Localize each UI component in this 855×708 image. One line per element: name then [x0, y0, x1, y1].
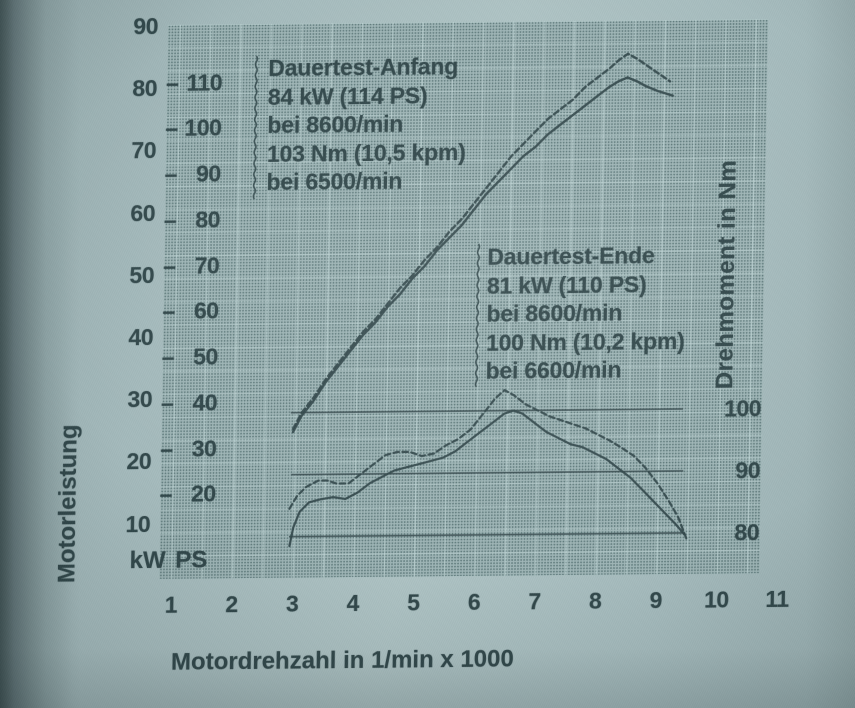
- curve-power-ende: [291, 76, 675, 434]
- rpm-tick-label: 5: [406, 589, 420, 616]
- rpm-tick-label: 7: [528, 588, 541, 615]
- left-axis-title: Motorleistung: [53, 424, 83, 584]
- ps-tick-dash: –: [160, 435, 173, 462]
- ps-tick-value: 20: [190, 480, 216, 507]
- curve-torque-anfang: [288, 389, 689, 542]
- rpm-tick-label: 3: [285, 590, 299, 617]
- reference-line-90-nm: [291, 470, 684, 476]
- annotation-line: 81 kW (110 PS): [486, 270, 647, 299]
- rpm-tick-label: 2: [225, 591, 238, 618]
- annotation-line: bei 6500/min: [266, 168, 403, 196]
- ps-tick-dash: –: [159, 481, 173, 508]
- rpm-tick-label: 1: [164, 591, 178, 618]
- page-edge-shadow: [0, 0, 72, 708]
- annotation-line: bei 8600/min: [486, 299, 623, 328]
- ps-tick-value: 60: [193, 297, 219, 324]
- ps-tick-label: –100: [165, 114, 221, 143]
- annotation-line: 84 kW (114 PS): [267, 82, 428, 110]
- reference-line-80-nm: [288, 532, 685, 538]
- right-axis-title: Drehmoment in Nm: [711, 159, 742, 390]
- left-axis-units: kW PS: [129, 546, 208, 575]
- ps-tick-dash: –: [164, 160, 178, 187]
- annotation-dauertest-anfang: Dauertest-Anfang 84 kW (114 PS) bei 8600…: [266, 52, 467, 197]
- brace-ende: [474, 243, 481, 388]
- kw-tick-label: 70: [131, 137, 157, 164]
- rpm-tick-label: 8: [588, 587, 602, 614]
- rpm-tick-label: 6: [467, 588, 481, 615]
- ps-tick-dash: –: [161, 343, 175, 370]
- kw-tick-label: 20: [126, 448, 152, 475]
- annotation-line: bei 6600/min: [485, 356, 622, 385]
- x-axis-title: Motordrehzahl in 1/min x 1000: [170, 645, 515, 676]
- ps-tick-value: 30: [191, 434, 217, 462]
- brace-anfang: [252, 55, 259, 200]
- nm-tick-label: 80: [734, 519, 760, 546]
- annotation-line: 103 Nm (10,5 kpm): [266, 138, 466, 167]
- annotation-line: Dauertest-Anfang: [268, 53, 459, 81]
- ps-tick-label: –90: [164, 159, 220, 188]
- ps-tick-value: 70: [194, 251, 220, 279]
- annotation-dauertest-ende: Dauertest-Ende 81 kW (110 PS) bei 8600/m…: [485, 241, 686, 386]
- kw-tick-label: 80: [132, 75, 158, 102]
- ps-tick-label: –70: [163, 251, 219, 280]
- rpm-tick-label: 4: [346, 590, 360, 617]
- ps-tick-label: –20: [159, 480, 215, 509]
- ps-tick-label: –110: [166, 68, 222, 97]
- kw-tick-label: 50: [129, 261, 155, 289]
- ps-tick-dash: –: [160, 389, 174, 416]
- kw-tick-label: 30: [127, 386, 153, 413]
- ps-tick-value: 40: [192, 389, 218, 416]
- rpm-tick-label: 11: [765, 585, 789, 613]
- kw-tick-label: 40: [128, 324, 154, 351]
- ps-tick-dash: –: [165, 115, 178, 142]
- curve-power-anfang: [291, 52, 672, 431]
- kw-tick-label: 60: [130, 199, 156, 226]
- ps-tick-dash: –: [163, 252, 176, 279]
- ps-tick-dash: –: [165, 69, 179, 96]
- ps-tick-value: 90: [195, 160, 221, 187]
- reference-line-100-nm: [290, 408, 684, 414]
- curve-torque-ende: [288, 409, 686, 548]
- ps-tick-label: –50: [162, 342, 218, 371]
- annotation-line: Dauertest-Ende: [487, 242, 655, 270]
- ps-tick-label: –30: [160, 434, 216, 463]
- ps-tick-label: –60: [162, 297, 218, 326]
- kw-tick-label: 90: [133, 13, 159, 40]
- ps-tick-value: 100: [184, 114, 222, 142]
- ps-tick-value: 50: [193, 343, 219, 370]
- nm-tick-label: 100: [723, 395, 762, 422]
- ps-tick-dash: –: [163, 206, 177, 233]
- annotation-line: 100 Nm (10,2 kpm): [485, 327, 685, 356]
- annotation-line: bei 8600/min: [267, 110, 404, 139]
- ps-tick-label: –80: [164, 205, 220, 234]
- kw-tick-label: 10: [125, 510, 151, 537]
- rpm-tick-label: 10: [703, 586, 729, 613]
- ps-tick-label: –40: [161, 388, 217, 417]
- nm-tick-label: 90: [735, 457, 761, 484]
- ps-tick-value: 80: [195, 206, 221, 233]
- ps-tick-dash: –: [162, 298, 176, 325]
- ps-tick-value: 110: [186, 68, 223, 96]
- rpm-tick-label: 9: [649, 587, 663, 614]
